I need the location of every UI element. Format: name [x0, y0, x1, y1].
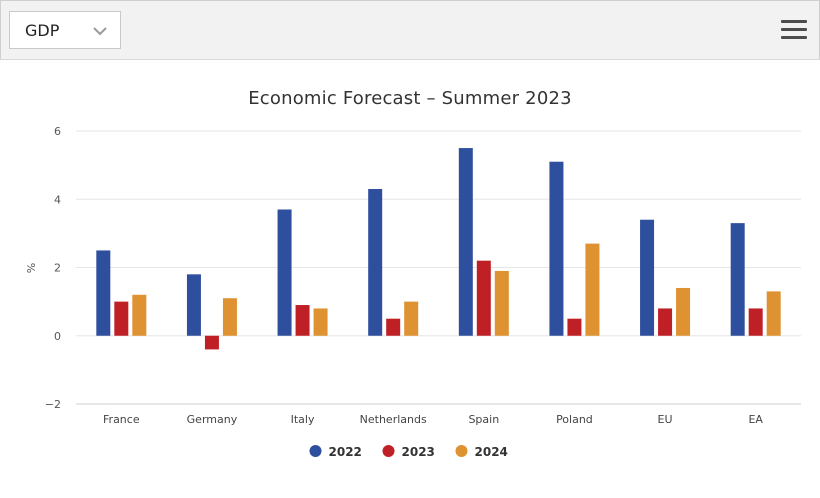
bar-france-2024[interactable]: [132, 294, 147, 336]
chart-area: Economic Forecast – Summer 2023 % 6 4 2 0 −2…: [0, 60, 820, 498]
x-tick-label: France: [103, 413, 140, 426]
grid-lines: [76, 130, 801, 405]
legend: 2022 2023 2024: [309, 445, 508, 459]
chart-toolbar: GDP: [0, 0, 820, 60]
bar-poland-2023[interactable]: [567, 318, 582, 336]
bar-spain-2023[interactable]: [476, 260, 491, 336]
bar-ea-2022[interactable]: [730, 223, 745, 336]
y-axis-label: %: [25, 263, 38, 273]
bar-eu-2022[interactable]: [640, 219, 655, 336]
legend-marker: [455, 445, 468, 457]
bar-spain-2024[interactable]: [494, 270, 509, 336]
x-tick-label: Spain: [468, 413, 499, 426]
bar-france-2022[interactable]: [96, 250, 111, 336]
bar-france-2023[interactable]: [114, 301, 129, 336]
chart-title: Economic Forecast – Summer 2023: [248, 88, 572, 109]
legend-item-2024[interactable]: 2024: [455, 445, 508, 459]
bar-netherlands-2023[interactable]: [386, 318, 401, 336]
chevron-down-icon: [93, 27, 107, 36]
bar-germany-2024[interactable]: [222, 298, 237, 336]
indicator-select[interactable]: GDP: [9, 11, 121, 49]
bar-italy-2024[interactable]: [313, 308, 328, 336]
legend-marker: [309, 445, 322, 457]
legend-label: 2023: [402, 445, 435, 459]
bar-ea-2024[interactable]: [766, 291, 781, 336]
legend-marker: [382, 445, 395, 457]
bars: [96, 148, 781, 350]
bar-netherlands-2022[interactable]: [368, 189, 383, 336]
x-tick-label: Poland: [556, 413, 593, 426]
legend-item-2023[interactable]: 2023: [382, 445, 435, 459]
bar-eu-2024[interactable]: [676, 287, 691, 336]
bar-poland-2024[interactable]: [585, 243, 600, 336]
y-tick-label: 6: [54, 125, 61, 138]
y-axis-ticks: 6 4 2 0 −2: [45, 125, 61, 411]
x-tick-label: Netherlands: [360, 413, 427, 426]
x-axis-ticks: France Germany Italy Netherlands Spain Poland…: [103, 413, 763, 426]
y-tick-label: 4: [54, 193, 61, 206]
x-tick-label: Italy: [291, 413, 315, 426]
bar-ea-2023[interactable]: [748, 308, 763, 336]
bar-italy-2022[interactable]: [277, 209, 292, 336]
bar-eu-2023[interactable]: [658, 308, 673, 336]
hamburger-menu-icon[interactable]: [779, 17, 809, 43]
x-tick-label: EU: [658, 413, 673, 426]
bar-italy-2023[interactable]: [295, 305, 310, 336]
y-tick-label: 2: [54, 262, 61, 275]
legend-item-2022[interactable]: 2022: [309, 445, 362, 459]
bar-spain-2022[interactable]: [458, 148, 473, 336]
y-tick-label: −2: [45, 398, 61, 411]
y-tick-label: 0: [54, 330, 61, 343]
x-tick-label: EA: [748, 413, 763, 426]
legend-label: 2022: [329, 445, 362, 459]
bar-germany-2022[interactable]: [186, 274, 201, 336]
indicator-select-value: GDP: [25, 21, 60, 40]
bar-chart: Economic Forecast – Summer 2023 % 6 4 2 0 −2…: [25, 88, 801, 459]
legend-label: 2024: [475, 445, 508, 459]
x-tick-label: Germany: [187, 413, 238, 426]
bar-germany-2023[interactable]: [204, 335, 219, 350]
bar-netherlands-2024[interactable]: [404, 301, 419, 336]
bar-poland-2022[interactable]: [549, 161, 564, 336]
